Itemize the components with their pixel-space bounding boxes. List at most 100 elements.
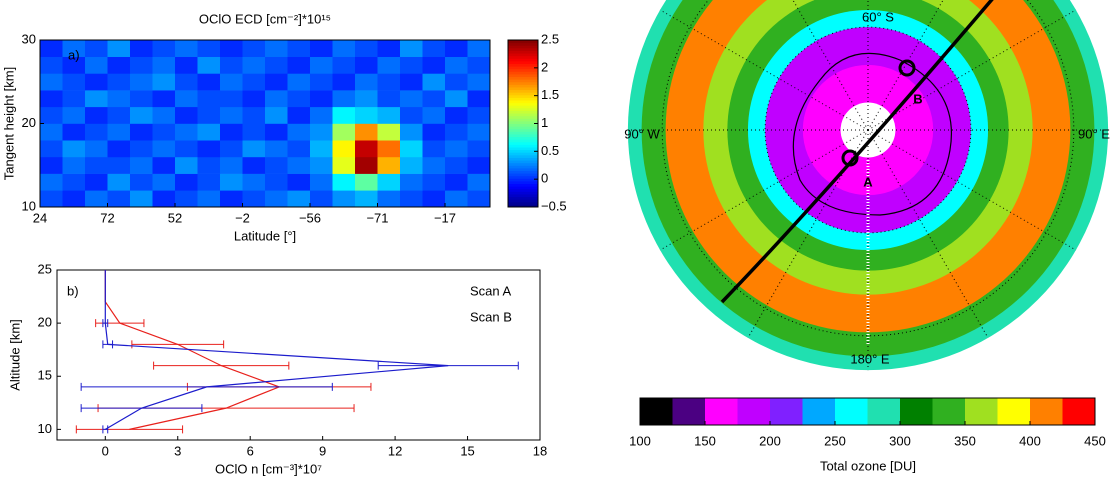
heat-cell: [175, 40, 198, 57]
heat-cell: [377, 90, 401, 108]
heat-cell: [40, 190, 63, 208]
error-bar: [80, 382, 333, 391]
heat-cell: [445, 106, 468, 124]
heat-cell: [400, 90, 423, 108]
meridian-grid: [867, 129, 989, 339]
heat-cell: [287, 40, 311, 57]
heat-cell: [287, 106, 311, 124]
heat-cell: [265, 106, 288, 124]
heat-cell: [130, 106, 153, 124]
heat-cell: [400, 140, 423, 158]
grid-label: 60° S: [862, 9, 894, 24]
heat-cell: [467, 90, 491, 108]
heat-cell: [220, 90, 243, 108]
heat-cell: [197, 40, 221, 57]
y-tick-label: 15: [38, 368, 52, 383]
colorbar-cell: [508, 94, 538, 98]
heat-cell: [355, 106, 378, 124]
meridian-grid: [867, 0, 944, 131]
heat-cell: [85, 56, 108, 74]
colorbar-tick-label: 0: [541, 171, 548, 186]
heat-cell: [287, 73, 311, 91]
colorbar-tick-label: 1.5: [541, 87, 559, 102]
heat-cell: [85, 40, 108, 57]
heat-cell: [130, 40, 153, 57]
x-tick-label: 72: [100, 210, 114, 225]
heat-cell: [220, 123, 243, 141]
heat-cell: [40, 173, 63, 191]
colorbar-cell: [508, 123, 538, 127]
heat-cell: [197, 56, 221, 74]
colorbar-cell: [508, 175, 538, 179]
heat-cell: [62, 90, 86, 108]
heat-cell: [40, 40, 63, 57]
heat-cell: [107, 73, 131, 91]
heat-cell: [220, 40, 243, 57]
colorbar-cell: [508, 115, 538, 119]
meridian-grid: [659, 9, 869, 131]
colorbar-cell: [508, 162, 538, 166]
colorbar-cell: [867, 398, 901, 425]
y-axis-label: Tangent height [km]: [1, 67, 16, 180]
colorbar-tick-label: 2: [541, 59, 548, 74]
colorbar-cell: [508, 178, 538, 182]
colorbar-cell: [508, 100, 538, 104]
heat-cell: [175, 173, 198, 191]
heat-cell: [377, 40, 401, 57]
latitude-grid: [764, 26, 972, 234]
heat-cell: [400, 156, 423, 174]
colorbar-cell: [508, 154, 538, 158]
heat-cell: [85, 123, 108, 141]
error-bar: [153, 361, 290, 370]
latitude-grid: [661, 0, 1075, 337]
colorbar-cell: [508, 165, 538, 169]
colorbar-cell: [508, 58, 538, 62]
heat-cell: [107, 173, 131, 191]
colorbar-cell: [508, 183, 538, 187]
heat-cell: [467, 190, 491, 208]
heat-cell: [62, 190, 86, 208]
heat-cell: [310, 90, 333, 108]
heat-cell: [332, 190, 356, 208]
heat-cell: [130, 123, 153, 141]
heat-cell: [377, 140, 401, 158]
colorbar-cell: [508, 157, 538, 161]
heat-cell: [220, 190, 243, 208]
colorbar-label: Total ozone [DU]: [820, 458, 916, 473]
heat-cell: [40, 90, 63, 108]
heat-cell: [422, 106, 446, 124]
x-tick-label: −71: [366, 210, 388, 225]
error-bar: [102, 340, 114, 349]
heat-cell: [220, 156, 243, 174]
x-tick-label: 9: [319, 443, 326, 458]
error-bar: [80, 404, 203, 413]
colorbar-cell: [508, 73, 538, 78]
heat-cell: [467, 73, 491, 91]
heat-cell: [310, 73, 333, 91]
grid-label: 90° E: [1078, 126, 1110, 141]
heat-cell: [107, 106, 131, 124]
x-tick-label: 3: [174, 443, 181, 458]
colorbar-cell: [508, 126, 538, 130]
colorbar-tick-label: 100: [629, 433, 651, 448]
heat-cell: [152, 106, 176, 124]
heat-cell: [445, 90, 468, 108]
heat-cell: [467, 40, 491, 57]
heat-cell: [40, 156, 63, 174]
heat-cell: [422, 73, 446, 91]
heat-cell: [355, 173, 378, 191]
heat-cell: [175, 190, 198, 208]
heat-cell: [175, 123, 198, 141]
heat-cell: [287, 140, 311, 158]
colorbar-tick-label: 250: [824, 433, 846, 448]
heat-cell: [445, 73, 468, 91]
heat-cell: [355, 123, 378, 141]
colorbar-cell: [508, 149, 538, 153]
heat-cell: [445, 40, 468, 57]
heat-cell: [400, 173, 423, 191]
colorbar-cell: [508, 53, 538, 57]
colorbar-cell: [640, 398, 673, 425]
heat-cell: [377, 156, 401, 174]
heat-cell: [400, 123, 423, 141]
